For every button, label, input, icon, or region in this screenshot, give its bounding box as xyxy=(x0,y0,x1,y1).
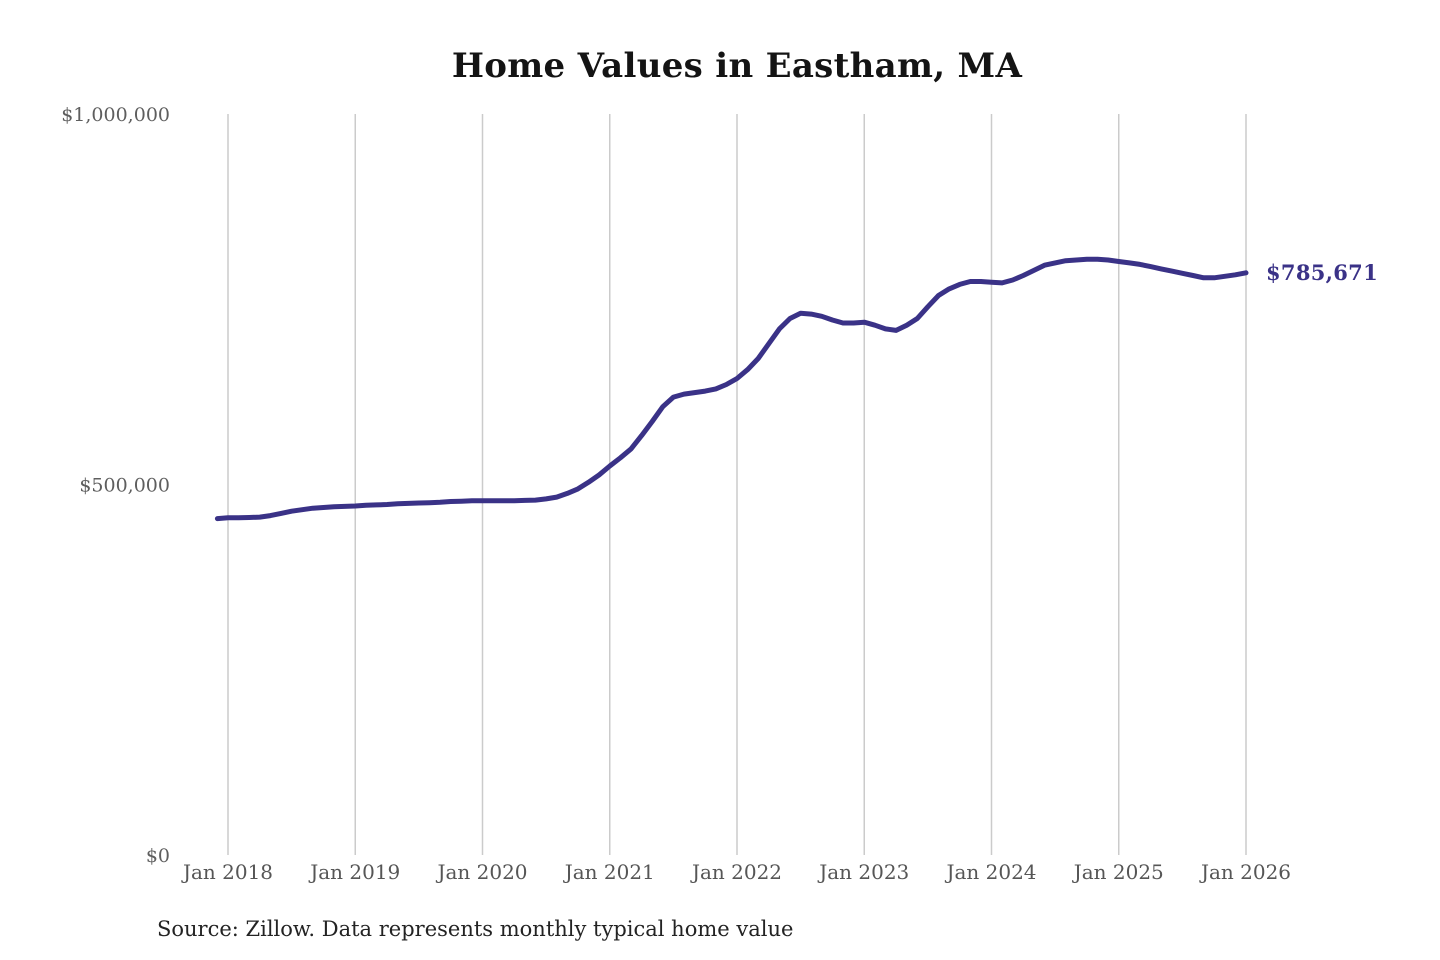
x-tick-label: Jan 2020 xyxy=(435,860,527,884)
x-tick-label: Jan 2023 xyxy=(817,860,909,884)
latest-value-label: $785,671 xyxy=(1266,259,1378,285)
x-tick-label: Jan 2022 xyxy=(690,860,782,884)
x-tick-label: Jan 2018 xyxy=(181,860,273,884)
chart-title: Home Values in Eastham, MA xyxy=(451,46,1023,86)
y-tick-label: $1,000,000 xyxy=(61,104,170,126)
x-tick-label: Jan 2019 xyxy=(308,860,400,884)
x-tick-label: Jan 2026 xyxy=(1199,860,1291,884)
y-tick-label: $500,000 xyxy=(79,475,170,497)
x-tick-label: Jan 2025 xyxy=(1072,860,1164,884)
home-value-line xyxy=(214,256,1249,522)
source-note: Source: Zillow. Data represents monthly … xyxy=(157,917,794,941)
x-tick-label: Jan 2024 xyxy=(944,860,1036,884)
y-tick-label: $0 xyxy=(146,845,170,867)
x-tick-label: Jan 2021 xyxy=(563,860,655,884)
